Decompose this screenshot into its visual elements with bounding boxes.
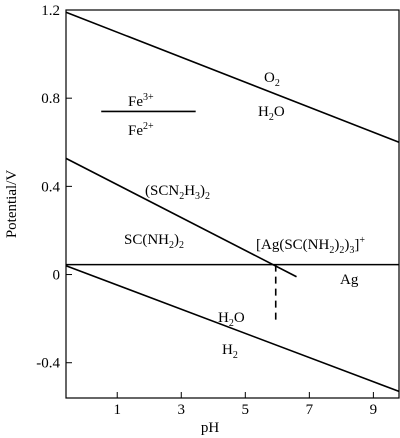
annotation-superscript: 3+	[143, 92, 154, 103]
x-tick-label: 7	[306, 402, 314, 418]
y-tick-label: 0	[53, 268, 61, 284]
annotation-text: H	[218, 310, 229, 326]
annotation-subscript: 2	[179, 191, 184, 202]
annotation-text: O	[274, 104, 285, 120]
y-tick-label: 0.4	[41, 179, 60, 195]
annotation-text: )	[200, 183, 205, 199]
annotation-superscript: 2+	[143, 121, 154, 132]
annotation: H2​O	[218, 310, 245, 329]
annotation: H2​O	[258, 104, 285, 123]
x-tick-label: 3	[178, 402, 186, 418]
annotation: Fe2+​	[128, 121, 154, 139]
annotation-text: [Ag(SC(NH	[256, 237, 329, 253]
annotation-text: SC(NH	[124, 232, 169, 248]
x-axis-label: pH	[201, 420, 220, 436]
annotation-subscript: 2	[275, 78, 280, 89]
annotation-superscript: +	[359, 235, 365, 246]
annotation: O2​	[264, 70, 280, 89]
annotation-text: Fe	[128, 94, 143, 110]
x-tick-label: 1	[113, 402, 121, 418]
x-tick-label: 5	[242, 402, 250, 418]
annotation-text: H	[222, 342, 233, 358]
line-series	[65, 11, 400, 144]
annotation-subscript: 2	[169, 240, 174, 251]
annotation-subscript: 3	[195, 191, 200, 202]
annotation: SC(NH2​)2​	[124, 232, 184, 251]
annotation-text: )	[334, 237, 339, 253]
annotation-subscript: 2	[179, 240, 184, 251]
annotation-text: H	[184, 183, 195, 199]
annotation-subscript: 2	[269, 112, 274, 123]
annotation-subscript: 2	[233, 350, 238, 361]
x-tick-label: 9	[370, 402, 378, 418]
y-tick-label: 1.2	[41, 3, 60, 19]
annotation-text: ]	[354, 237, 359, 253]
annotation-subscript: 2	[329, 245, 334, 256]
annotation-text: (SCN	[145, 183, 179, 199]
annotation-text: O	[234, 310, 245, 326]
annotation-text: )	[174, 232, 179, 248]
annotation: Fe3+​	[128, 92, 154, 110]
annotation-text: )	[344, 237, 349, 253]
annotation-text: H	[258, 104, 269, 120]
y-axis-label: Potential/V	[4, 170, 20, 238]
annotation-subscript: 2	[205, 191, 210, 202]
annotation: H2​	[222, 342, 238, 361]
plot-frame	[65, 9, 400, 399]
annotation-subscript: 3	[349, 245, 354, 256]
annotation-subscript: 2	[229, 318, 234, 329]
annotation-text: Fe	[128, 123, 143, 139]
annotation: (SCN2​H3​)2​	[145, 183, 210, 202]
line-series	[65, 157, 297, 278]
annotation: [Ag(SC(NH2​)2​)3​]+​	[256, 235, 365, 256]
annotation: Ag	[340, 272, 359, 288]
y-tick-label: 0.8	[41, 91, 60, 107]
annotation-subscript: 2	[339, 245, 344, 256]
y-tick-label: -0.4	[36, 356, 60, 372]
annotation-text: O	[264, 70, 275, 86]
line-series	[65, 264, 400, 393]
annotation-text: Ag	[340, 272, 359, 288]
